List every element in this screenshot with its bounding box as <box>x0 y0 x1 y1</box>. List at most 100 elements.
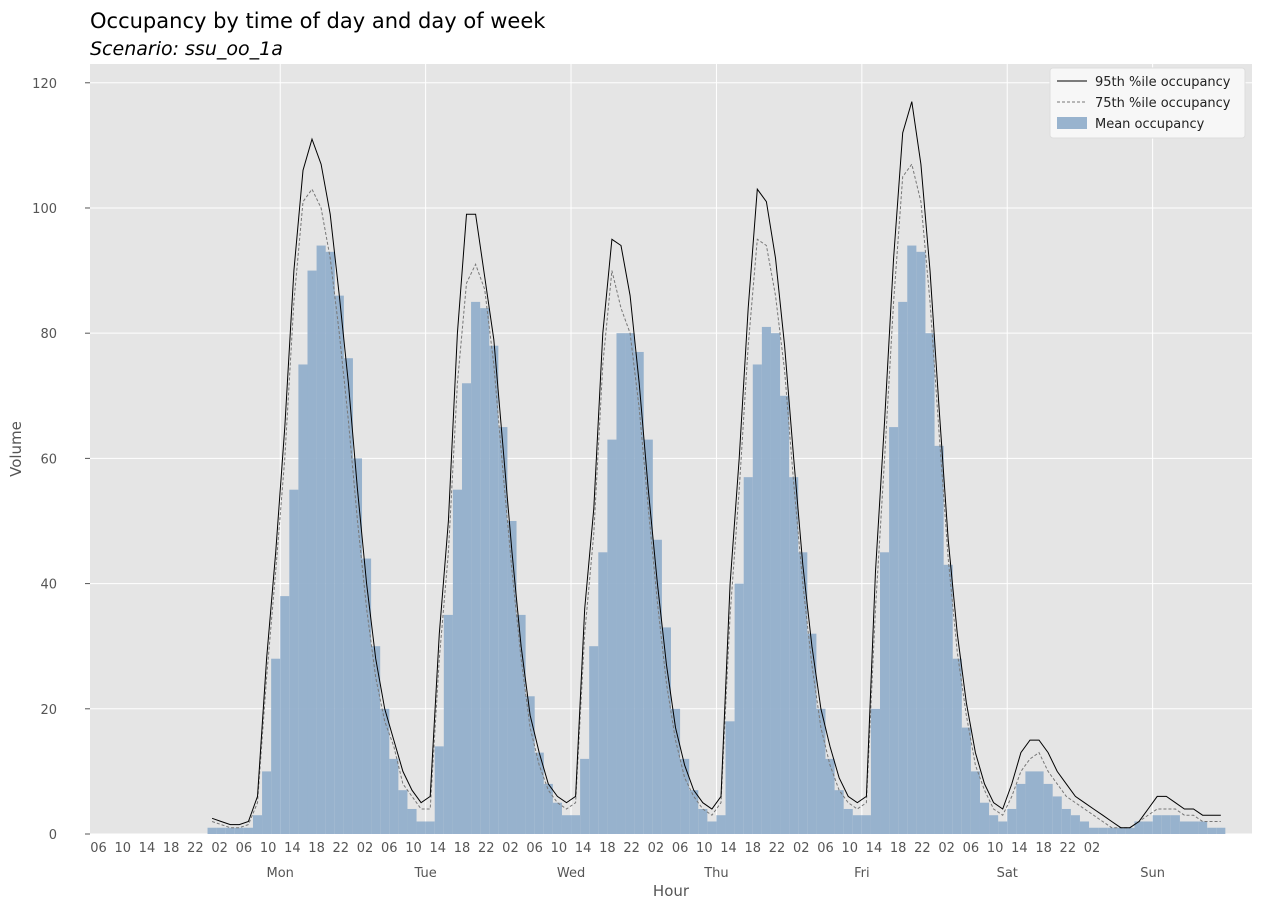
legend-swatch-mean <box>1057 117 1087 129</box>
mean-bar <box>434 746 444 834</box>
mean-bar <box>543 783 553 834</box>
mean-bar <box>362 558 372 834</box>
mean-bar <box>1152 815 1162 834</box>
mean-bar <box>716 815 726 834</box>
mean-bar <box>961 727 971 834</box>
mean-bar <box>307 270 317 835</box>
x-tick-label: 22 <box>769 841 786 856</box>
p75-line <box>211 163 1221 829</box>
x-tick-label: 02 <box>357 841 374 856</box>
mean-bar <box>780 395 790 834</box>
mean-bar <box>298 364 308 834</box>
mean-bar <box>907 245 917 835</box>
x-tick-label: 18 <box>163 841 180 856</box>
mean-bar <box>252 815 263 834</box>
y-tick-label: 80 <box>40 327 57 342</box>
mean-bar <box>407 808 417 834</box>
mean-bar <box>671 708 681 834</box>
legend-label-p95: 95th %ile occupancy <box>1095 75 1231 90</box>
mean-bar <box>725 721 735 834</box>
y-tick-label: 20 <box>40 703 57 718</box>
mean-bar <box>916 251 926 834</box>
x-tick-label: 18 <box>890 841 907 856</box>
mean-bar <box>225 827 235 834</box>
x-tick-label: 10 <box>551 841 568 856</box>
mean-bar <box>789 477 799 834</box>
mean-bar <box>607 439 617 834</box>
mean-bar <box>271 658 281 834</box>
x-tick-label: 18 <box>745 841 762 856</box>
x-tick-label: 10 <box>696 841 713 856</box>
mean-bar <box>1179 821 1189 834</box>
mean-bar <box>1116 827 1126 834</box>
y-tick-label: 60 <box>40 452 57 467</box>
x-tick-label: 14 <box>866 841 883 856</box>
mean-bar <box>316 245 326 835</box>
mean-bar <box>634 351 644 834</box>
mean-bar <box>525 696 535 834</box>
mean-bar <box>770 333 781 834</box>
x-tick-label: 02 <box>793 841 810 856</box>
mean-bar <box>1216 827 1226 834</box>
mean-bar <box>1079 821 1090 834</box>
p95-line <box>211 101 1221 829</box>
mean-bar <box>207 827 217 834</box>
mean-bar <box>289 489 299 834</box>
mean-bar <box>1052 796 1062 834</box>
mean-bar <box>707 821 717 834</box>
mean-bar <box>489 345 499 834</box>
x-tick-label: 14 <box>429 841 446 856</box>
x-tick-label: 10 <box>405 841 422 856</box>
mean-bar <box>1061 808 1071 834</box>
mean-bar <box>1143 821 1153 834</box>
x-tick-label: 10 <box>114 841 131 856</box>
x-axis-ticks: 06 10 14 18 22 02 06 10 14 18 22 02 06 10 14 18 22 02 06 10… <box>90 841 1100 856</box>
x-tick-label: 22 <box>1060 841 1077 856</box>
mean-bar <box>816 708 826 834</box>
mean-bar <box>880 552 890 834</box>
percentile-lines <box>211 101 1221 829</box>
x-tick-label: 06 <box>672 841 689 856</box>
mean-bar <box>1188 821 1199 834</box>
x-day-label: Sat <box>997 866 1018 881</box>
mean-bar <box>425 821 435 834</box>
mean-bar <box>516 614 526 834</box>
mean-bar <box>643 439 653 834</box>
x-tick-label: 02 <box>1084 841 1101 856</box>
y-tick-label: 40 <box>40 578 57 593</box>
mean-bar <box>1007 808 1017 834</box>
mean-bar <box>743 477 753 834</box>
mean-bar <box>561 815 572 834</box>
x-axis-label: Hour <box>653 882 690 900</box>
mean-bar <box>1043 783 1053 834</box>
mean-bar <box>352 458 363 834</box>
mean-bar <box>661 627 671 834</box>
mean-bar <box>1207 827 1217 834</box>
x-tick-label: 14 <box>284 841 301 856</box>
x-tick-label: 14 <box>139 841 156 856</box>
mean-bar <box>580 758 590 834</box>
x-tick-label: 02 <box>938 841 955 856</box>
mean-bar <box>870 708 881 834</box>
mean-bar <box>216 827 226 834</box>
x-tick-label: 06 <box>381 841 398 856</box>
mean-bar <box>616 333 626 834</box>
mean-occupancy-bars <box>207 245 1226 835</box>
mean-bar <box>325 251 335 834</box>
mean-bar <box>371 646 381 834</box>
mean-bar <box>889 427 899 834</box>
x-tick-label: 10 <box>987 841 1004 856</box>
mean-bar <box>843 808 853 834</box>
mean-bar <box>734 583 744 834</box>
mean-bar <box>1098 827 1108 834</box>
x-tick-label: 06 <box>817 841 834 856</box>
mean-bar <box>834 790 844 834</box>
mean-bar <box>861 815 871 834</box>
mean-bar <box>380 708 390 834</box>
mean-bar <box>571 815 581 834</box>
mean-bar <box>852 815 862 834</box>
mean-bar <box>1107 827 1117 834</box>
chart-title: Occupancy by time of day and day of week <box>90 9 546 33</box>
mean-bar <box>998 821 1008 834</box>
mean-bar <box>1034 771 1044 834</box>
